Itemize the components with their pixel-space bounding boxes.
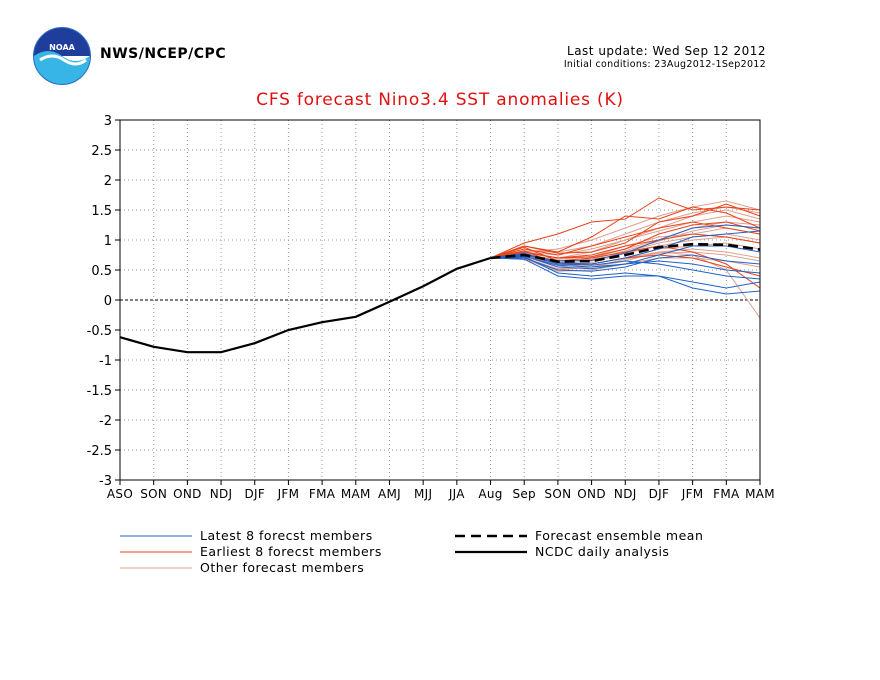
x-tick-label: NDJ	[210, 487, 233, 501]
latest-members-series	[490, 224, 761, 295]
x-tick-label: MAM	[745, 487, 775, 501]
main-series	[119, 242, 761, 354]
y-tick-label: 3	[104, 114, 112, 129]
legend-label-analysis: NCDC daily analysis	[535, 544, 669, 559]
x-tick-label: OND	[173, 487, 202, 501]
y-tick-label: 1.5	[91, 204, 112, 219]
latest-member-line	[490, 255, 761, 274]
other-member-line	[490, 215, 761, 259]
y-tick-label: -2.5	[87, 444, 112, 459]
x-tick-label: MJJ	[414, 487, 432, 501]
legend-label-latest: Latest 8 forecst members	[200, 528, 373, 543]
legend-label-mean: Forecast ensemble mean	[535, 528, 703, 543]
x-tick-label: SON	[140, 487, 167, 501]
org-label: NWS/NCEP/CPC	[100, 46, 227, 62]
earliest-member-line	[490, 203, 761, 259]
legend-label-earliest: Earliest 8 forecst members	[200, 544, 382, 559]
x-tick-label: FMA	[309, 487, 336, 501]
y-tick-label: -1.5	[87, 384, 112, 399]
y-tick-label: -3	[99, 474, 112, 489]
ensemble-mean-line	[490, 242, 761, 263]
earliest-member-line	[490, 221, 761, 259]
x-tick-label: NDJ	[614, 487, 637, 501]
y-tick-label: 1	[104, 234, 112, 249]
earliest-member-line	[490, 245, 761, 289]
initial-conditions-text: Initial conditions: 23Aug2012-1Sep2012	[563, 59, 766, 70]
svg-text:NOAA: NOAA	[49, 43, 75, 52]
x-tick-label: DJF	[244, 487, 265, 501]
y-tick-label: 0.5	[91, 264, 112, 279]
x-tick-label: JFM	[681, 487, 704, 501]
earliest-members-series	[490, 197, 761, 289]
y-tick-label: 2.5	[91, 144, 112, 159]
x-tick-label: Sep	[512, 487, 536, 501]
chart-title: CFS forecast Nino3.4 SST anomalies (K)	[256, 90, 624, 110]
x-tick-label: Aug	[478, 487, 502, 501]
x-tick-label: OND	[577, 487, 606, 501]
x-tick-label: FMA	[713, 487, 740, 501]
x-tick-label: JJA	[448, 487, 465, 501]
y-tick-label: -2	[99, 414, 112, 429]
y-tick-label: 2	[104, 174, 112, 189]
grid-lines	[120, 120, 760, 480]
y-tick-label: 0	[104, 294, 112, 309]
x-tick-label: JFM	[277, 487, 300, 501]
last-update-text: Last update: Wed Sep 12 2012	[567, 44, 766, 58]
latest-member-line	[490, 257, 761, 295]
x-tick-label: SON	[544, 487, 571, 501]
legend-label-other: Other forecast members	[200, 560, 364, 575]
x-tick-label: ASO	[107, 487, 133, 501]
noaa-logo: NOAA	[33, 27, 91, 85]
x-tick-label: AMJ	[378, 487, 401, 501]
analysis-line	[119, 256, 491, 354]
x-tick-label: MAM	[341, 487, 371, 501]
y-tick-label: -1	[99, 354, 112, 369]
x-tick-label: DJF	[649, 487, 670, 501]
y-tick-label: -0.5	[87, 324, 112, 339]
latest-member-line	[490, 254, 761, 272]
